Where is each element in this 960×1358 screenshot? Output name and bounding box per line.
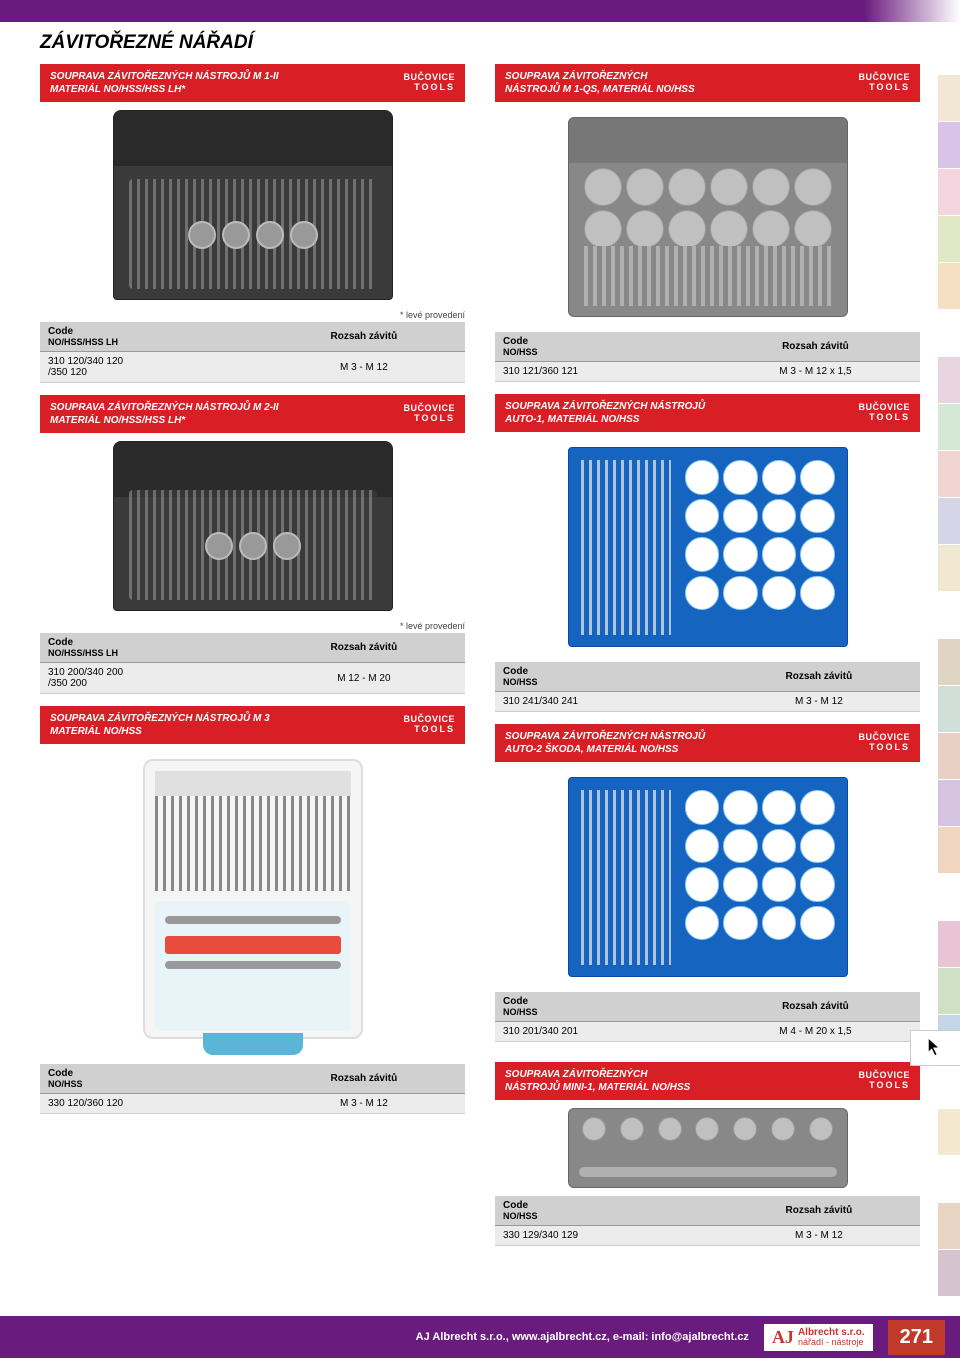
header-line2: MATERIÁL NO/HSS/HSS LH* <box>50 414 403 427</box>
table-qs: CodeNO/HSS Rozsah závitů 310 121/360 121M… <box>495 332 920 382</box>
th-range: Rozsah závitů <box>263 633 465 663</box>
th-range: Rozsah závitů <box>263 322 465 352</box>
left-version-note: * levé provedení <box>40 619 465 633</box>
left-column: SOUPRAVA ZÁVITOŘEZNÝCH NÁSTROJŮ M 1-IIMA… <box>40 64 465 1246</box>
th-code: Code <box>48 1068 255 1079</box>
header-line1: SOUPRAVA ZÁVITOŘEZNÝCH <box>505 1068 858 1081</box>
th-range: Rozsah závitů <box>263 1064 465 1094</box>
td-code: 330 129/340 129 <box>495 1226 718 1246</box>
header-line1: SOUPRAVA ZÁVITOŘEZNÝCH NÁSTROJŮ M 2-II <box>50 401 403 414</box>
th-code: Code <box>503 1200 710 1211</box>
header-m1-ii: SOUPRAVA ZÁVITOŘEZNÝCH NÁSTROJŮ M 1-IIMA… <box>40 64 465 102</box>
header-auto2: SOUPRAVA ZÁVITOŘEZNÝCH NÁSTROJŮAUTO-2 ŠK… <box>495 724 920 762</box>
header-line1: SOUPRAVA ZÁVITOŘEZNÝCH NÁSTROJŮ M 3 <box>50 712 403 725</box>
td-code: 310 241/340 241 <box>495 692 718 712</box>
td-range: M 3 - M 12 x 1,5 <box>711 362 920 382</box>
left-version-note: * levé provedení <box>40 308 465 322</box>
header-m2-ii: SOUPRAVA ZÁVITOŘEZNÝCH NÁSTROJŮ M 2-IIMA… <box>40 395 465 433</box>
product-image-m1 <box>40 102 465 308</box>
product-image-m2 <box>40 433 465 619</box>
td-range: M 4 - M 20 x 1,5 <box>711 1022 920 1042</box>
brand-logo: BUČOVICETOOLS <box>858 1071 910 1091</box>
brand-logo: BUČOVICETOOLS <box>858 733 910 753</box>
brand-logo: BUČOVICETOOLS <box>403 404 455 424</box>
header-line1: SOUPRAVA ZÁVITOŘEZNÝCH NÁSTROJŮ <box>505 400 858 413</box>
header-line2: NÁSTROJŮ MINI-1, MATERIÁL NO/HSS <box>505 1081 858 1094</box>
table-m2: CodeNO/HSS/HSS LH Rozsah závitů 310 200/3… <box>40 633 465 694</box>
header-m1-qs: SOUPRAVA ZÁVITOŘEZNÝCHNÁSTROJŮ M 1-QS, M… <box>495 64 920 102</box>
product-image-qs <box>495 102 920 332</box>
td-code: 310 121/360 121 <box>495 362 711 382</box>
footer-logo: AJ Albrecht s.r.o.nářadí - nástroje <box>764 1324 873 1351</box>
table-auto2: CodeNO/HSS Rozsah závitů 310 201/340 201M… <box>495 992 920 1042</box>
header-mini1: SOUPRAVA ZÁVITOŘEZNÝCHNÁSTROJŮ MINI-1, M… <box>495 1062 920 1100</box>
th-code: Code <box>503 336 703 347</box>
header-line1: SOUPRAVA ZÁVITOŘEZNÝCH NÁSTROJŮ <box>505 730 858 743</box>
product-image-auto1 <box>495 432 920 662</box>
th-code: Code <box>48 637 255 648</box>
product-image-auto2 <box>495 762 920 992</box>
th-sub: NO/HSS/HSS LH <box>48 648 255 658</box>
th-sub: NO/HSS <box>503 347 703 357</box>
th-sub: NO/HSS/HSS LH <box>48 337 255 347</box>
brand-logo: BUČOVICETOOLS <box>858 403 910 423</box>
header-line2: MATERIÁL NO/HSS/HSS LH* <box>50 83 403 96</box>
table-auto1: CodeNO/HSS Rozsah závitů 310 241/340 241M… <box>495 662 920 712</box>
header-m3: SOUPRAVA ZÁVITOŘEZNÝCH NÁSTROJŮ M 3MATER… <box>40 706 465 744</box>
td-range: M 3 - M 12 <box>263 1094 465 1114</box>
td-code: 310 200/340 200 /350 200 <box>40 663 263 694</box>
th-code: Code <box>503 666 710 677</box>
td-code: 330 120/360 120 <box>40 1094 263 1114</box>
product-image-mini <box>495 1100 920 1196</box>
header-line2: AUTO-2 ŠKODA, MATERIÁL NO/HSS <box>505 743 858 756</box>
header-line1: SOUPRAVA ZÁVITOŘEZNÝCH <box>505 70 858 83</box>
th-code: Code <box>503 996 703 1007</box>
th-sub: NO/HSS <box>503 1211 710 1221</box>
th-range: Rozsah závitů <box>711 992 920 1022</box>
page-number: 271 <box>888 1320 945 1355</box>
brand-logo: BUČOVICETOOLS <box>858 73 910 93</box>
brand-logo: BUČOVICETOOLS <box>403 73 455 93</box>
product-image-m3 <box>40 744 465 1064</box>
td-range: M 3 - M 12 <box>718 1226 920 1246</box>
th-range: Rozsah závitů <box>711 332 920 362</box>
th-code: Code <box>48 326 255 337</box>
td-range: M 3 - M 12 <box>263 352 465 383</box>
th-sub: NO/HSS <box>48 1079 255 1089</box>
table-mini: CodeNO/HSS Rozsah závitů 330 129/340 129M… <box>495 1196 920 1246</box>
cursor-tab[interactable] <box>910 1030 960 1066</box>
right-column: SOUPRAVA ZÁVITOŘEZNÝCHNÁSTROJŮ M 1-QS, M… <box>495 64 920 1246</box>
cursor-icon <box>927 1037 945 1059</box>
th-range: Rozsah závitů <box>718 662 920 692</box>
th-sub: NO/HSS <box>503 677 710 687</box>
th-range: Rozsah závitů <box>718 1196 920 1226</box>
header-line2: MATERIÁL NO/HSS <box>50 725 403 738</box>
header-auto1: SOUPRAVA ZÁVITOŘEZNÝCH NÁSTROJŮAUTO-1, M… <box>495 394 920 432</box>
page-footer: AJ Albrecht s.r.o., www.ajalbrecht.cz, e… <box>0 1316 960 1358</box>
td-range: M 3 - M 12 <box>718 692 920 712</box>
header-line1: SOUPRAVA ZÁVITOŘEZNÝCH NÁSTROJŮ M 1-II <box>50 70 403 83</box>
td-range: M 12 - M 20 <box>263 663 465 694</box>
header-line2: AUTO-1, MATERIÁL NO/HSS <box>505 413 858 426</box>
top-purple-bar <box>0 0 960 22</box>
table-m1: CodeNO/HSS/HSS LH Rozsah závitů 310 120/3… <box>40 322 465 383</box>
th-sub: NO/HSS <box>503 1007 703 1017</box>
header-line2: NÁSTROJŮ M 1-QS, MATERIÁL NO/HSS <box>505 83 858 96</box>
color-swatches <box>938 28 960 1344</box>
table-m3: CodeNO/HSS Rozsah závitů 330 120/360 120M… <box>40 1064 465 1114</box>
td-code: 310 120/340 120 /350 120 <box>40 352 263 383</box>
td-code: 310 201/340 201 <box>495 1022 711 1042</box>
page-title: ZÁVITOŘEZNÉ NÁŘADÍ <box>40 32 920 54</box>
footer-text: AJ Albrecht s.r.o., www.ajalbrecht.cz, e… <box>416 1331 749 1343</box>
brand-logo: BUČOVICETOOLS <box>403 715 455 735</box>
